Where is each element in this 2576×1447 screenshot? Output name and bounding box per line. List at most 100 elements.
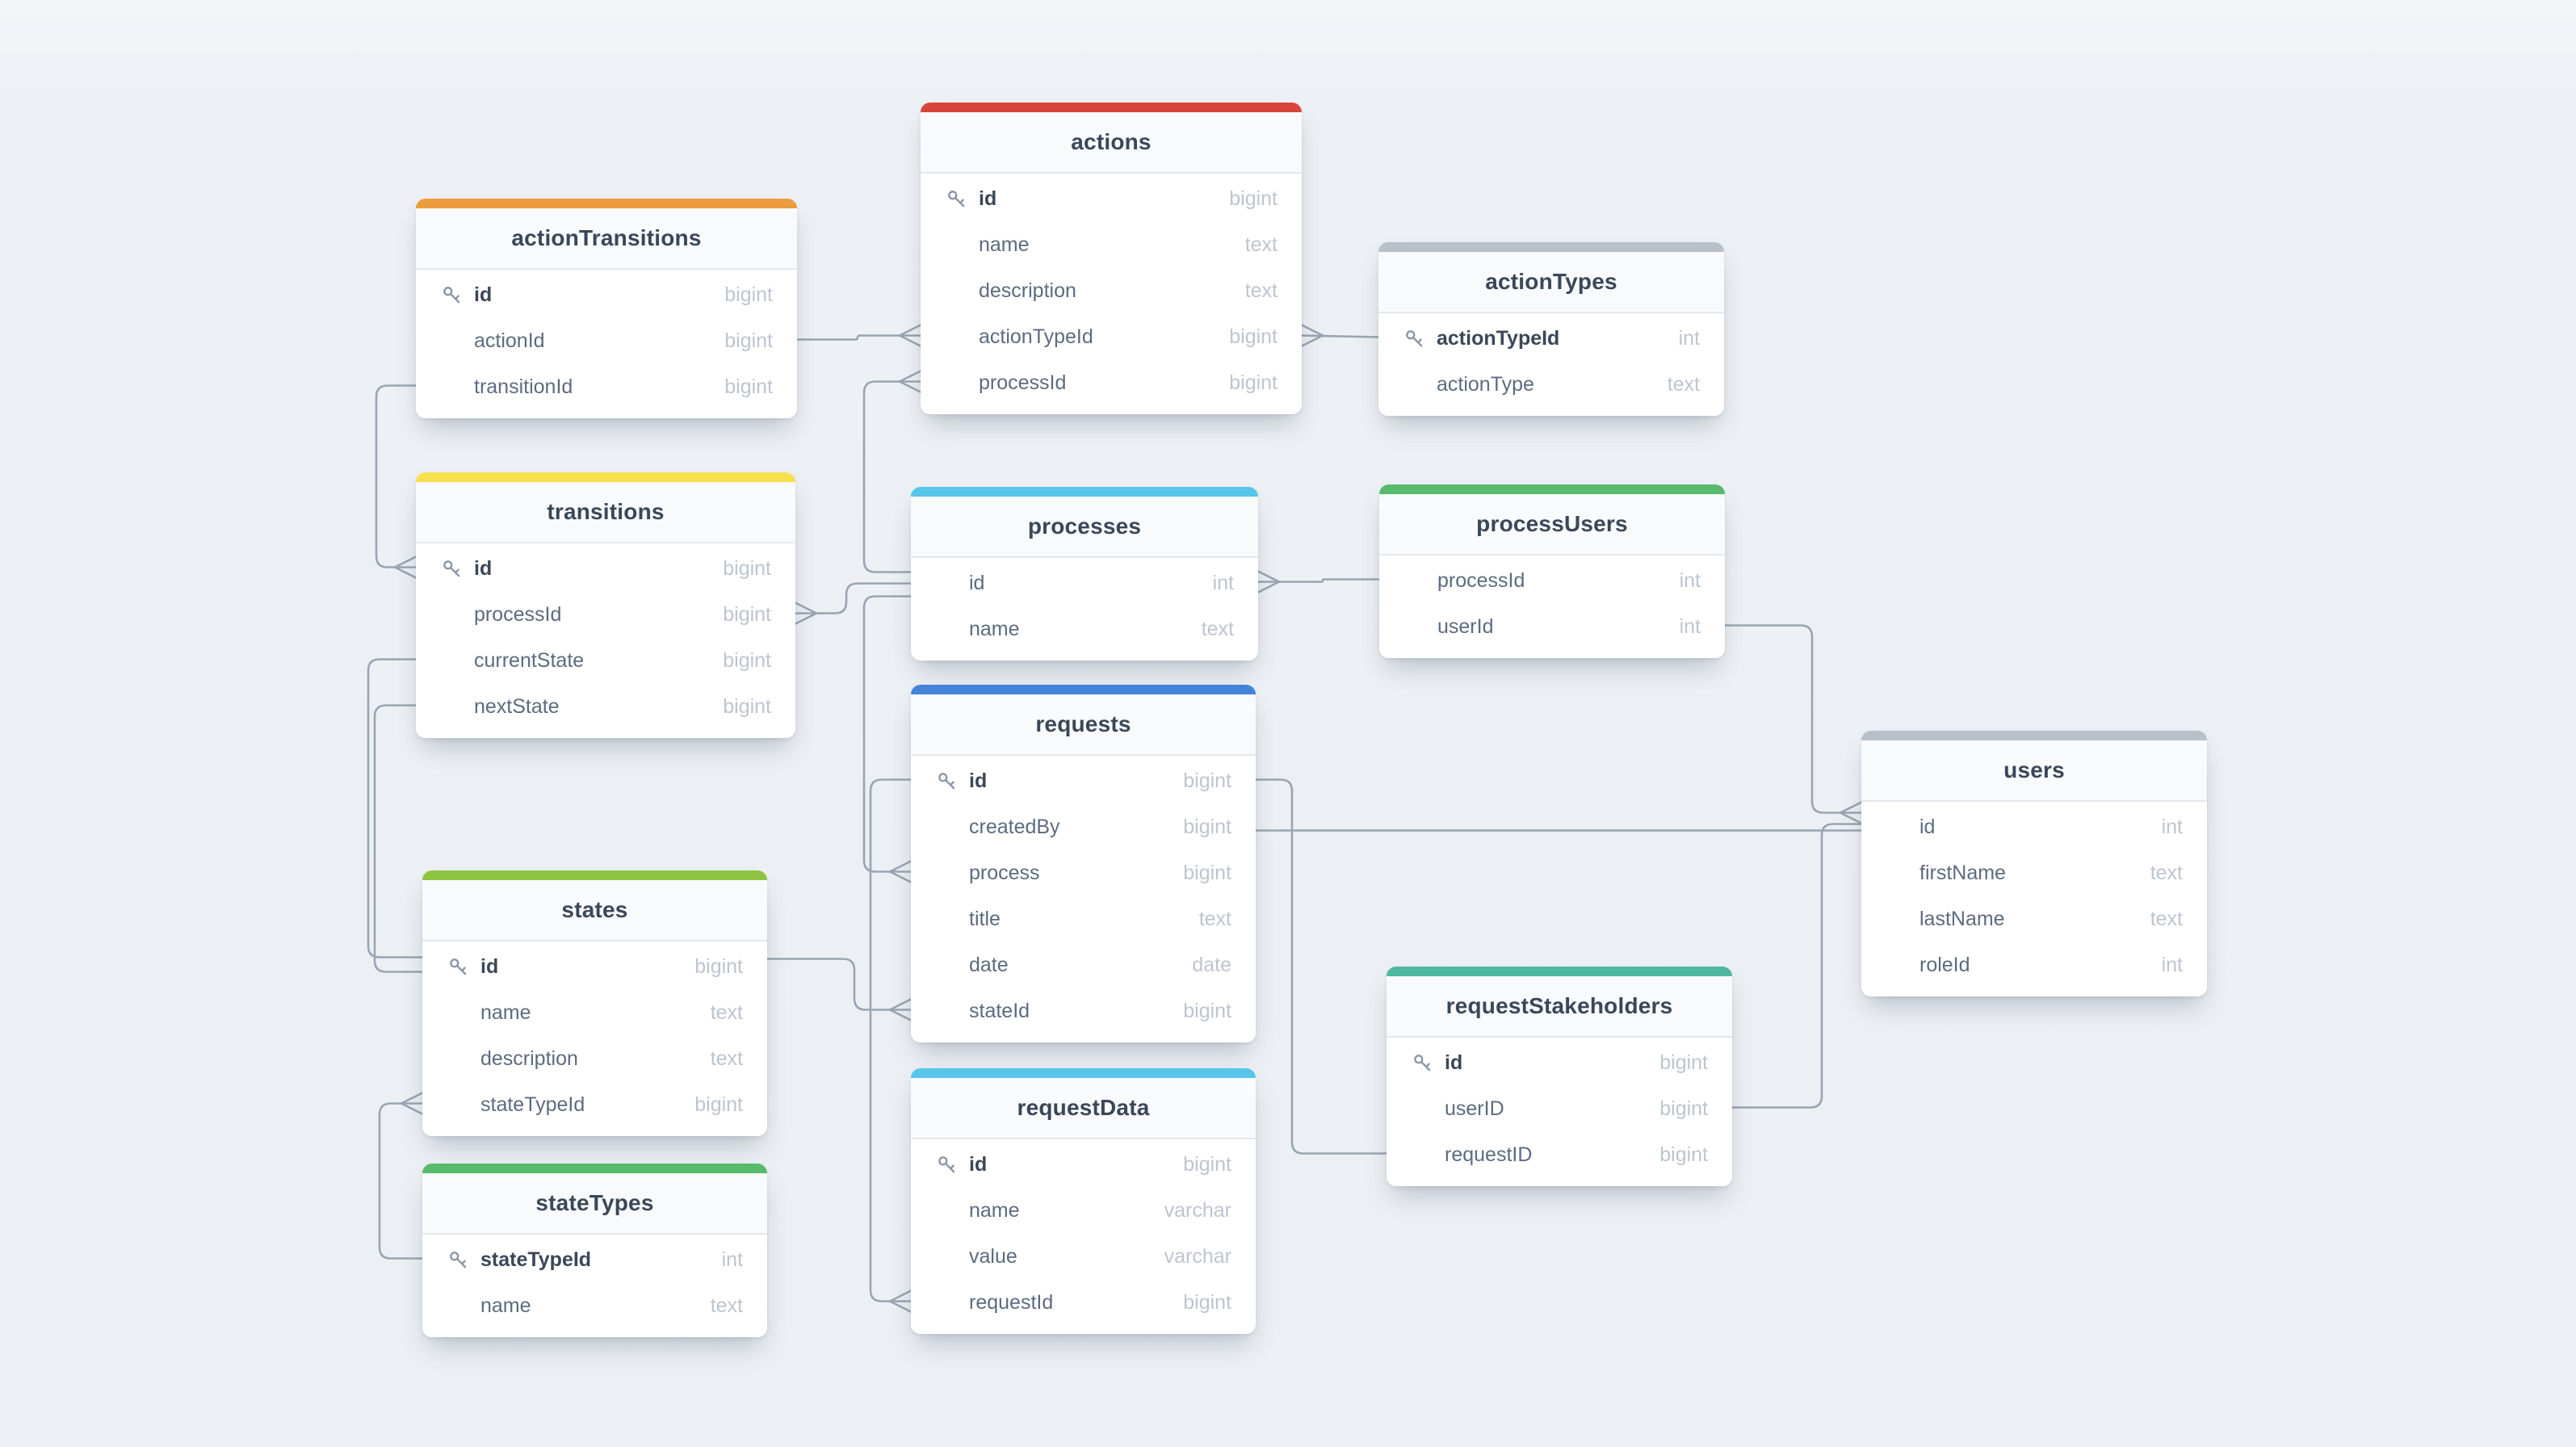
field-row-title[interactable]: title text [911, 896, 1256, 942]
relationship-line[interactable] [869, 778, 913, 1302]
field-row-id[interactable]: id bigint [422, 944, 767, 990]
table-actionTransitions[interactable]: actionTransitions id bigint actionId bigint t… [416, 199, 797, 418]
relationship-states-stateTypes[interactable] [378, 1092, 424, 1260]
relationship-line[interactable] [862, 380, 922, 573]
crow-foot-prong[interactable] [888, 1300, 913, 1313]
relationship-requests-requestData[interactable] [869, 778, 913, 1313]
field-row-userID[interactable]: userID bigint [1387, 1086, 1732, 1132]
field-row-description[interactable]: description text [422, 1036, 767, 1082]
field-row-id[interactable]: id bigint [1387, 1040, 1732, 1086]
crow-foot-prong[interactable] [1839, 812, 1863, 824]
field-row-process[interactable]: process bigint [911, 850, 1256, 896]
table-processes[interactable]: processes id int name text [911, 487, 1258, 661]
field-row-value[interactable]: value varchar [911, 1234, 1256, 1280]
field-row-name[interactable]: name text [921, 222, 1302, 268]
crow-foot-prong[interactable] [1257, 581, 1281, 593]
field-row-currentState[interactable]: currentState bigint [416, 638, 795, 684]
crow-foot-prong[interactable] [898, 380, 922, 393]
relationship-actionTransitions-actions[interactable] [795, 324, 922, 347]
crow-foot-prong[interactable] [1300, 334, 1324, 347]
relationship-requestStakeholders-users[interactable] [1731, 823, 1863, 1109]
relationship-actions-actionTypes[interactable] [1300, 324, 1380, 347]
crow-foot-prong[interactable] [888, 998, 913, 1011]
crow-foot-prong[interactable] [888, 870, 913, 883]
table-transitions[interactable]: transitions id bigint processId bigint curren… [416, 472, 795, 738]
crow-foot-prong[interactable] [1257, 570, 1281, 583]
field-row-firstName[interactable]: firstName text [1861, 850, 2207, 896]
table-stateTypes[interactable]: stateTypes stateTypeId int name text [422, 1164, 767, 1337]
crow-foot-prong[interactable] [898, 334, 922, 347]
field-row-id[interactable]: id int [1861, 804, 2207, 850]
field-row-id[interactable]: id bigint [416, 272, 797, 318]
field-row-actionTypeId[interactable]: actionTypeId bigint [921, 314, 1302, 360]
relationship-requests-requestStakeholders[interactable] [1254, 778, 1388, 1155]
relationship-line[interactable] [795, 334, 922, 341]
field-row-requestId[interactable]: requestId bigint [911, 1280, 1256, 1326]
relationship-actionTransitions-transitions[interactable] [375, 384, 417, 579]
table-actions[interactable]: actions id bigint name text description text ac… [921, 103, 1302, 414]
field-row-id[interactable]: id bigint [921, 176, 1302, 222]
relationship-line[interactable] [378, 1102, 424, 1260]
field-row-id[interactable]: id bigint [416, 546, 795, 592]
relationship-states-requests[interactable] [766, 958, 913, 1021]
crow-foot-prong[interactable] [888, 1009, 913, 1021]
field-row-lastName[interactable]: lastName text [1861, 896, 2207, 942]
table-states[interactable]: states id bigint name text description text sta… [422, 870, 767, 1136]
relationship-line[interactable] [794, 582, 913, 614]
field-row-createdBy[interactable]: createdBy bigint [911, 804, 1256, 850]
crow-foot-prong[interactable] [898, 370, 922, 383]
crow-foot-prong[interactable] [1300, 324, 1324, 337]
relationship-line[interactable] [1723, 624, 1863, 814]
field-row-stateTypeId[interactable]: stateTypeId bigint [422, 1082, 767, 1128]
table-requestData[interactable]: requestData id bigint name varchar value varch… [911, 1068, 1256, 1334]
crow-foot-prong[interactable] [898, 324, 922, 337]
table-users[interactable]: users id int firstName text lastName text roleI… [1861, 731, 2207, 996]
table-actionTypes[interactable]: actionTypes actionTypeId int actionType text [1378, 242, 1724, 416]
relationship-line[interactable] [1300, 334, 1380, 338]
field-row-stateId[interactable]: stateId bigint [911, 988, 1256, 1034]
table-requests[interactable]: requests id bigint createdBy bigint process bi… [911, 685, 1256, 1042]
field-row-userId[interactable]: userId int [1379, 604, 1725, 650]
relationship-transitions-processes[interactable] [794, 582, 913, 625]
field-row-processId[interactable]: processId bigint [921, 360, 1302, 406]
crow-foot-prong[interactable] [393, 556, 417, 568]
relationship-processes-processUsers[interactable] [1257, 570, 1381, 593]
crow-foot-prong[interactable] [393, 566, 417, 579]
relationship-line[interactable] [367, 658, 424, 958]
relationship-line[interactable] [1254, 778, 1388, 1155]
crow-foot-prong[interactable] [888, 860, 913, 873]
crow-foot-prong[interactable] [400, 1092, 424, 1105]
relationship-line[interactable] [766, 958, 913, 1011]
field-row-id[interactable]: id int [911, 560, 1258, 606]
crow-foot-prong[interactable] [1839, 801, 1863, 814]
crow-foot-prong[interactable] [888, 1290, 913, 1302]
field-row-processId[interactable]: processId int [1379, 558, 1725, 604]
crow-foot-prong[interactable] [794, 602, 818, 614]
field-row-id[interactable]: id bigint [911, 1142, 1256, 1188]
crow-foot-prong[interactable] [794, 612, 818, 625]
field-row-transitionId[interactable]: transitionId bigint [416, 364, 797, 410]
field-row-date[interactable]: date date [911, 942, 1256, 988]
table-processUsers[interactable]: processUsers processId int userId int [1379, 484, 1725, 658]
field-row-nextState[interactable]: nextState bigint [416, 684, 795, 730]
field-row-name[interactable]: name text [422, 990, 767, 1036]
field-row-actionId[interactable]: actionId bigint [416, 318, 797, 364]
relationship-line[interactable] [373, 704, 424, 973]
field-row-description[interactable]: description text [921, 268, 1302, 314]
field-row-stateTypeId[interactable]: stateTypeId int [422, 1237, 767, 1283]
field-row-actionType[interactable]: actionType text [1378, 362, 1724, 408]
field-row-name[interactable]: name varchar [911, 1188, 1256, 1234]
crow-foot-prong[interactable] [400, 1102, 424, 1115]
relationship-actions-processes[interactable] [862, 370, 922, 573]
relationship-line[interactable] [1731, 823, 1863, 1109]
field-row-actionTypeId[interactable]: actionTypeId int [1378, 316, 1724, 362]
relationship-transitions-states[interactable] [367, 658, 424, 958]
relationship-transitions-states[interactable] [373, 704, 424, 973]
field-row-id[interactable]: id bigint [911, 758, 1256, 804]
relationship-line[interactable] [375, 384, 417, 568]
field-row-requestID[interactable]: requestID bigint [1387, 1132, 1732, 1178]
field-row-name[interactable]: name text [422, 1283, 767, 1329]
field-row-processId[interactable]: processId bigint [416, 592, 795, 638]
relationship-line[interactable] [1257, 578, 1381, 583]
